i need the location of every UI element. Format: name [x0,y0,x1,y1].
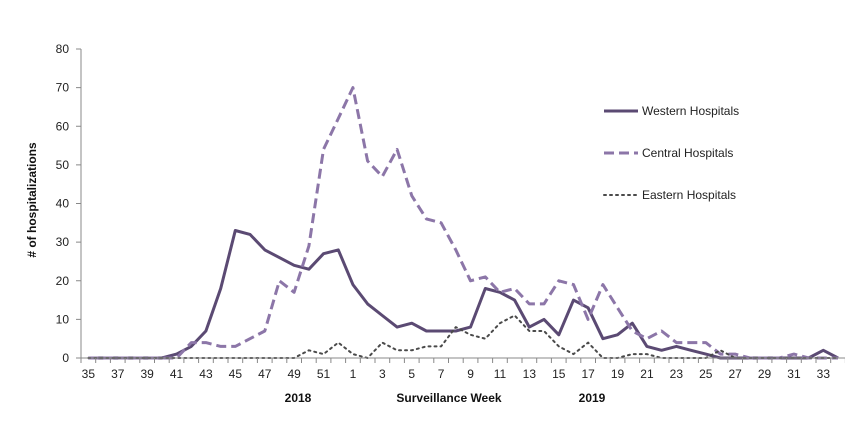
legend-label: Western Hospitals [642,104,739,118]
x-tick-label: 3 [379,367,386,381]
legend: Western Hospitals Central Hospitals Easter… [603,104,739,202]
x-tick-label: 43 [199,367,213,381]
y-axis: 0 10 20 30 40 50 60 70 80 [56,42,82,365]
x-tick-label: 35 [82,367,96,381]
x-tick-label: 45 [229,367,243,381]
year-label-2018: 2018 [285,391,312,405]
series-line-western-hospitals [88,229,839,360]
y-tick-label: 0 [62,351,69,365]
x-axis: 35 37 39 41 43 45 47 49 51 1 3 5 7 9 11 13 15 17 19 21 23 25 2… [80,357,845,381]
y-tick-label: 10 [56,312,70,326]
x-tick-label: 29 [758,367,772,381]
x-tick-label: 41 [170,367,184,381]
x-tick-label: 47 [258,367,272,381]
x-tick-label: 39 [140,367,154,381]
series-line-central-hospitals [88,86,838,360]
y-tick-label: 50 [56,158,70,172]
x-tick-label: 25 [699,367,713,381]
x-tick-label: 51 [317,367,331,381]
x-tick-label: 5 [408,367,415,381]
x-tick-label: 33 [817,367,831,381]
y-tick-label: 60 [56,119,70,133]
x-tick-label: 1 [350,367,357,381]
x-tick-label: 19 [611,367,625,381]
plot-area [87,86,839,360]
x-tick-label: 7 [438,367,445,381]
x-tick-label: 17 [581,367,595,381]
y-tick-label: 70 [56,81,70,95]
x-tick-label: 15 [552,367,566,381]
y-tick-label: 20 [56,274,70,288]
x-tick-label: 21 [640,367,654,381]
x-tick-label: 37 [111,367,125,381]
x-tick-label: 11 [494,367,507,381]
y-tick-label: 30 [56,235,70,249]
x-tick-label: 9 [467,367,474,381]
x-tick-label: 23 [670,367,684,381]
x-tick-label: 27 [728,367,742,381]
x-tick-label: 31 [787,367,801,381]
y-tick-label: 40 [56,197,70,211]
legend-label: Central Hospitals [642,146,733,160]
year-label-2019: 2019 [579,391,606,405]
x-tick-label: 13 [523,367,537,381]
legend-label: Eastern Hospitals [642,188,736,202]
x-tick-label: 49 [287,367,301,381]
x-axis-title: Surveillance Week [396,391,501,405]
y-tick-label: 80 [56,42,70,56]
y-axis-title: # of hospitalizations [25,142,39,258]
